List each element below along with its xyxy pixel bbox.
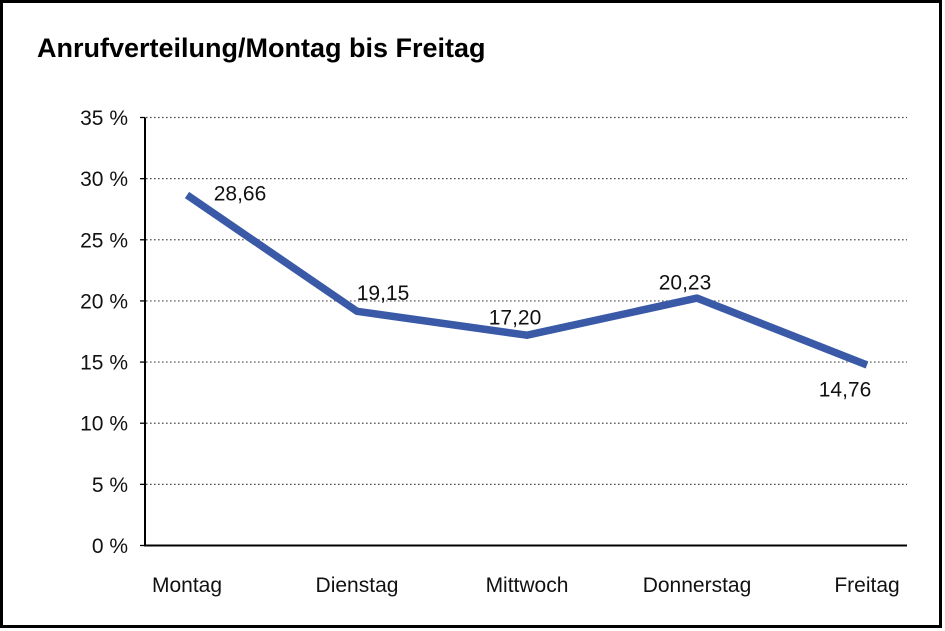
y-tick-label: 10 % <box>80 413 128 436</box>
x-category-label: Mittwoch <box>486 574 569 597</box>
x-category-label: Donnerstag <box>643 574 752 597</box>
data-point-label: 14,76 <box>819 379 872 402</box>
y-tick-label: 0 % <box>92 535 128 558</box>
x-category-label: Montag <box>152 574 222 597</box>
chart-title: Anrufverteilung/Montag bis Freitag <box>37 33 486 63</box>
y-tick-label: 35 % <box>80 107 128 130</box>
data-point-label: 20,23 <box>659 272 712 295</box>
x-category-label: Freitag <box>834 574 899 597</box>
y-tick-label: 30 % <box>80 168 128 191</box>
data-point-label: 28,66 <box>214 183 267 206</box>
data-point-label: 17,20 <box>489 307 542 330</box>
y-tick-label: 20 % <box>80 290 128 313</box>
data-line-series <box>184 191 869 369</box>
y-tick-label: 25 % <box>80 229 128 252</box>
x-category-label: Dienstag <box>316 574 399 597</box>
data-point-label: 19,15 <box>357 282 410 305</box>
y-tick-label: 15 % <box>80 352 128 375</box>
y-tick-label: 5 % <box>92 474 128 497</box>
